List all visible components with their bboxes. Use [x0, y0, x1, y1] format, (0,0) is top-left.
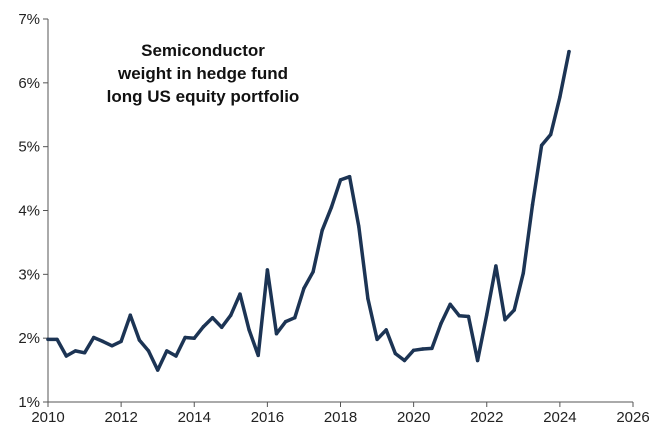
- data-point: [494, 264, 498, 268]
- data-point: [284, 319, 288, 324]
- y-axis-ticks: 1% 2% 3% 4% 5% 6% 7%: [18, 11, 48, 411]
- x-tick-label: 2018: [324, 409, 357, 426]
- data-point: [338, 178, 343, 182]
- data-point: [466, 314, 471, 319]
- x-tick-label: 2022: [470, 409, 503, 426]
- x-axis-ticks: 2010 2012 2014 2016 2018 2020 2022 2024 2026: [31, 402, 650, 426]
- x-tick-label: 2026: [616, 409, 649, 426]
- data-point: [521, 271, 525, 275]
- data-point: [439, 321, 443, 326]
- data-point: [293, 316, 297, 320]
- x-tick-label: 2020: [397, 409, 430, 426]
- data-point: [539, 143, 544, 148]
- y-tick-label: 3%: [18, 266, 40, 283]
- y-tick-label: 1%: [18, 394, 40, 411]
- x-tick-label: 2010: [31, 409, 64, 426]
- data-point: [101, 339, 105, 344]
- data-point: [220, 325, 224, 329]
- data-point: [457, 314, 461, 318]
- data-point: [137, 338, 142, 342]
- data-point: [174, 354, 178, 358]
- data-point: [329, 205, 334, 209]
- data-point: [165, 349, 169, 353]
- data-point: [146, 349, 151, 353]
- data-point: [201, 325, 206, 329]
- data-point: [82, 351, 87, 355]
- data-point: [256, 353, 260, 358]
- x-tick-label: 2014: [178, 409, 211, 426]
- data-point: [119, 339, 123, 344]
- data-point: [549, 132, 553, 137]
- data-point: [384, 328, 388, 332]
- data-point: [475, 358, 480, 363]
- data-point: [128, 313, 132, 317]
- y-tick-label: 5%: [18, 139, 40, 156]
- data-point: [156, 368, 160, 372]
- data-point: [210, 316, 215, 320]
- data-point: [64, 354, 69, 358]
- data-point: [320, 228, 324, 232]
- data-point: [311, 270, 315, 274]
- data-point: [430, 346, 434, 351]
- data-point: [421, 347, 425, 351]
- data-point: [73, 349, 78, 353]
- y-tick-label: 7%: [18, 11, 40, 28]
- y-tick-label: 2%: [18, 330, 40, 347]
- data-point: [411, 348, 416, 352]
- data-point: [485, 312, 489, 317]
- y-tick-label: 6%: [18, 75, 40, 92]
- chart-title-line-2: weight in hedge fund: [117, 64, 288, 83]
- data-point: [375, 337, 379, 342]
- data-point: [530, 203, 535, 207]
- data-point: [402, 358, 407, 363]
- data-point: [347, 175, 352, 179]
- chart-title-line-3: long US equity portfolio: [107, 87, 300, 106]
- x-tick-label: 2016: [251, 409, 284, 426]
- series-group: [46, 49, 571, 372]
- data-point: [357, 224, 361, 229]
- data-point: [512, 308, 516, 312]
- y-tick-label: 4%: [18, 203, 40, 220]
- chart-title-line-1: Semiconductor: [141, 41, 265, 60]
- data-point: [366, 296, 370, 301]
- data-point: [567, 49, 571, 54]
- data-point: [192, 336, 196, 340]
- data-point: [110, 344, 114, 348]
- data-point: [229, 313, 233, 317]
- data-point: [302, 286, 306, 291]
- data-point: [247, 328, 251, 332]
- data-point: [46, 337, 50, 342]
- data-point: [503, 318, 507, 322]
- data-point: [448, 302, 452, 306]
- data-point: [274, 332, 279, 336]
- data-point: [558, 95, 562, 99]
- x-tick-label: 2012: [104, 409, 137, 426]
- data-point: [55, 337, 59, 342]
- data-point: [393, 351, 397, 356]
- data-point: [265, 268, 270, 272]
- series-line: [46, 49, 571, 372]
- x-tick-label: 2024: [543, 409, 576, 426]
- data-point: [238, 292, 242, 296]
- data-point: [183, 335, 187, 340]
- data-point: [92, 335, 96, 340]
